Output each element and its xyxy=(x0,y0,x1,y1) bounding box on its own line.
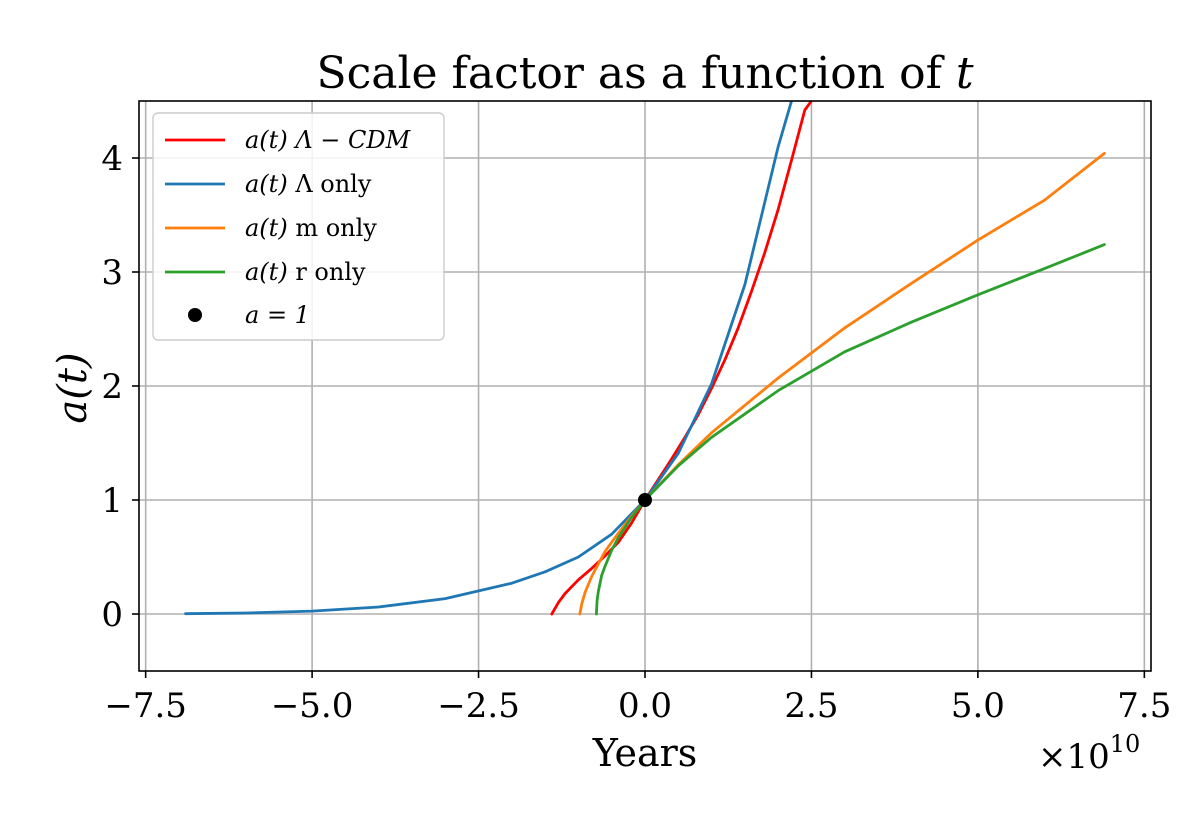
x-tick-label: −2.5 xyxy=(437,686,520,726)
legend-label-prefix: a(t) xyxy=(245,258,288,286)
x-tick-label: −7.5 xyxy=(104,686,187,726)
x-tick-label: 0.0 xyxy=(618,686,672,726)
legend-label-rest: r only xyxy=(288,258,366,286)
series-line-0 xyxy=(550,101,813,616)
data-point-a-equals-1 xyxy=(638,493,652,507)
x-axis-offset-exponent: 10 xyxy=(1110,730,1141,758)
legend-label-2: a(t) m only xyxy=(245,214,377,242)
x-axis-offset: ×1010 xyxy=(1038,730,1140,777)
series-line-1 xyxy=(184,101,793,616)
legend-label-prefix: a(t) xyxy=(245,214,288,242)
legend-label-rest: Λ − CDM xyxy=(288,126,412,154)
y-tick-label: 4 xyxy=(101,139,123,179)
legend-label-prefix: a(t) xyxy=(245,126,288,154)
y-ticks: 0 1 2 3 4 xyxy=(101,139,139,635)
legend-label-3: a(t) r only xyxy=(245,258,366,286)
x-tick-label: −5.0 xyxy=(271,686,354,726)
legend-label-rest: Λ only xyxy=(288,170,372,198)
data-points xyxy=(638,493,652,507)
x-ticks: −7.5 −5.0 −2.5 0.0 2.5 5.0 7.5 xyxy=(104,671,1171,726)
x-axis-label: Years xyxy=(592,731,698,775)
chart-title: Scale factor as a function of t xyxy=(316,48,973,99)
x-tick-label: 5.0 xyxy=(951,686,1005,726)
y-tick-label: 1 xyxy=(101,481,123,521)
legend-label-rest: m only xyxy=(288,214,378,242)
x-tick-label: 7.5 xyxy=(1117,686,1171,726)
data-series xyxy=(184,101,1106,616)
y-tick-label: 0 xyxy=(101,595,123,635)
grid xyxy=(139,101,1151,671)
legend-marker-point xyxy=(188,308,202,322)
chart-title-text: Scale factor as a function of xyxy=(316,48,944,99)
legend-label-0: a(t) Λ − CDM xyxy=(245,126,412,154)
y-tick-label: 2 xyxy=(101,367,123,407)
legend-label-point: a = 1 xyxy=(245,301,310,329)
chart-title-variable: t xyxy=(956,48,974,99)
y-axis-label: a(t) xyxy=(50,352,96,423)
legend-label-prefix: a(t) xyxy=(245,170,288,198)
legend-box xyxy=(152,112,445,341)
x-axis-offset-base: ×10 xyxy=(1038,737,1110,777)
legend-label-1: a(t) Λ only xyxy=(245,170,372,198)
y-tick-label: 3 xyxy=(101,253,123,293)
x-tick-label: 2.5 xyxy=(784,686,838,726)
